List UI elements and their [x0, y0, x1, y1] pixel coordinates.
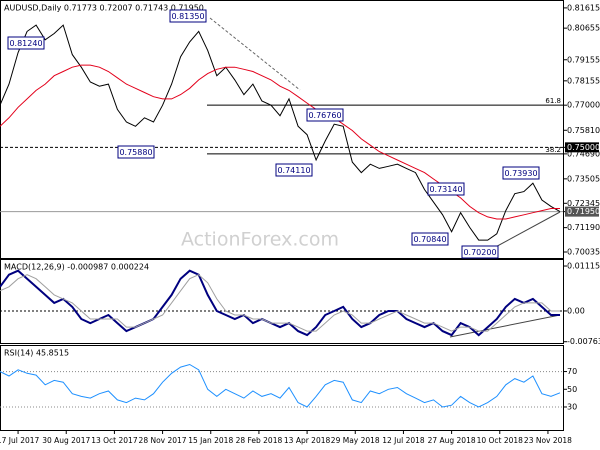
- annotation-box: [306, 108, 344, 122]
- macd-trend-line: [449, 314, 561, 338]
- series-line: [0, 363, 561, 408]
- panel-title: MACD(12,26,9) -0.000987 0.000224: [4, 263, 149, 272]
- x-tick-label: 29 May 2018: [331, 436, 380, 445]
- panel-title: RSI(14) 45.8515: [4, 349, 69, 358]
- y-tick-label: 0.00: [567, 306, 585, 315]
- y-tick-label: 0.71950: [567, 207, 600, 216]
- macd-panel: [0, 259, 564, 344]
- x-tick-label: 17 Jul 2017: [0, 436, 40, 445]
- y-tick-label: -0.007634: [567, 337, 600, 346]
- annotation-box: [7, 36, 45, 50]
- y-tick-label: 0.75000: [567, 143, 600, 152]
- x-tick-label: 27 Aug 2018: [428, 436, 476, 445]
- annotation: 0.81240: [9, 39, 42, 48]
- annotation: 0.73140: [429, 185, 462, 194]
- y-tick-label: 0.77000: [567, 101, 600, 110]
- y-tick-label: 0.74690: [567, 149, 600, 158]
- y-tick-label: 50: [567, 385, 577, 394]
- x-tick-label: 28 Nov 2017: [139, 436, 187, 445]
- annotation-box: [427, 182, 465, 196]
- series-line: [0, 24, 561, 241]
- fib-label: 61.8: [545, 97, 561, 105]
- annotation: 0.70200: [463, 248, 496, 257]
- annotation-box: [502, 166, 540, 180]
- support-line: [489, 211, 561, 251]
- annotation-box: [275, 163, 313, 177]
- y-tick-label: 0.011157: [567, 262, 600, 271]
- y-tick-label: 0.73505: [567, 174, 600, 183]
- price-panel: [0, 0, 564, 259]
- y-tick-label: 0.78155: [567, 76, 600, 85]
- x-tick-label: 13 Oct 2017: [91, 436, 138, 445]
- price-highlight: [565, 206, 599, 217]
- y-tick-label: 70: [567, 367, 577, 376]
- y-tick-label: 0.80655: [567, 24, 600, 33]
- series-line: [0, 64, 560, 220]
- y-tick-label: 0.75810: [567, 126, 600, 135]
- watermark: ActionForex.com: [181, 229, 339, 251]
- series-line: [0, 269, 560, 337]
- annotation: 0.74110: [277, 166, 310, 175]
- annotation: 0.76760: [308, 111, 341, 120]
- price-highlight: [565, 142, 599, 153]
- rsi-panel: [0, 345, 564, 431]
- annotation: 0.73930: [504, 169, 537, 178]
- x-tick-label: 23 Nov 2018: [524, 436, 572, 445]
- annotation-box: [461, 245, 499, 259]
- fib-label: 38.2: [545, 146, 561, 154]
- y-tick-label: 0.81615: [567, 3, 600, 12]
- annotation-box: [411, 232, 449, 246]
- annotation: 0.75880: [119, 148, 152, 157]
- x-tick-label: 15 Jan 2018: [188, 436, 233, 445]
- annotation-box: [117, 145, 155, 159]
- x-tick-label: 10 Oct 2018: [477, 436, 524, 445]
- annotation: 0.70840: [413, 235, 446, 244]
- x-tick-label: 30 Aug 2017: [42, 436, 90, 445]
- annotation-box: [169, 9, 207, 23]
- y-tick-label: 30: [567, 402, 577, 411]
- y-tick-label: 0.71190: [567, 223, 600, 232]
- y-tick-label: 0.72345: [567, 199, 600, 208]
- x-tick-label: 13 Apr 2018: [284, 436, 331, 445]
- panel-title: AUDUSD,Daily 0.71773 0.72007 0.71743 0.7…: [4, 4, 204, 13]
- trend-line: [209, 17, 301, 91]
- series-line: [0, 274, 560, 332]
- y-tick-label: 0.79155: [567, 55, 600, 64]
- y-tick-label: 0.70035: [567, 247, 600, 256]
- x-tick-label: 28 Feb 2018: [236, 436, 283, 445]
- annotation: 0.81350: [171, 12, 204, 21]
- x-tick-label: 12 Jul 2018: [382, 436, 425, 445]
